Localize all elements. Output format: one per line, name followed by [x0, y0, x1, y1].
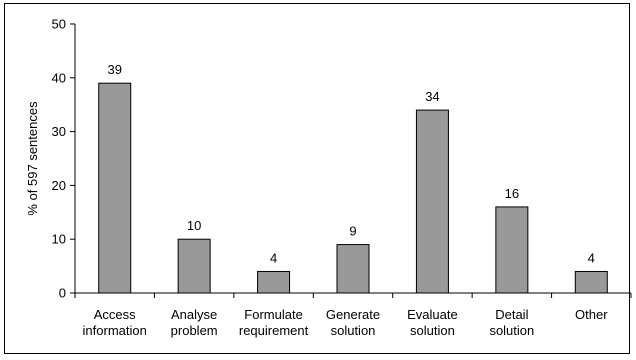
bar [574, 270, 608, 294]
bar [177, 238, 211, 294]
x-category-label: solution [489, 323, 534, 338]
bar [415, 109, 449, 294]
y-tick-label: 30 [52, 124, 66, 139]
x-category-label: solution [410, 323, 455, 338]
data-labels: 39 10 4 9 34 16 4 [107, 62, 594, 265]
y-tick-label: 0 [59, 286, 66, 301]
y-tick-label: 40 [52, 70, 66, 85]
data-label: 39 [107, 62, 121, 77]
x-category-label: Detail [495, 307, 528, 322]
x-category-label: solution [331, 323, 376, 338]
bar [257, 270, 291, 294]
y-tick-label: 20 [52, 178, 66, 193]
y-tick-label: 50 [52, 17, 66, 32]
bars [98, 82, 608, 294]
data-label: 10 [187, 218, 201, 233]
x-category-label: information [83, 323, 147, 338]
bar [495, 206, 529, 294]
data-label: 9 [349, 224, 356, 239]
data-label: 34 [425, 89, 439, 104]
x-category-label: Access [94, 307, 136, 322]
x-category-label: Formulate [244, 307, 303, 322]
y-axis: 0 10 20 30 40 50 [52, 17, 76, 301]
bar [336, 244, 370, 294]
y-axis-title: % of 597 sentences [25, 101, 40, 216]
x-category-label: Analyse [171, 307, 217, 322]
x-category-label: problem [171, 323, 218, 338]
data-label: 4 [270, 250, 277, 265]
x-category-label: requirement [239, 323, 309, 338]
bar [98, 82, 132, 294]
x-category-label: Other [575, 307, 608, 322]
data-label: 4 [588, 250, 595, 265]
y-tick-label: 10 [52, 232, 66, 247]
x-category-label: Generate [326, 307, 380, 322]
x-category-label: Evaluate [407, 307, 458, 322]
data-label: 16 [505, 186, 519, 201]
